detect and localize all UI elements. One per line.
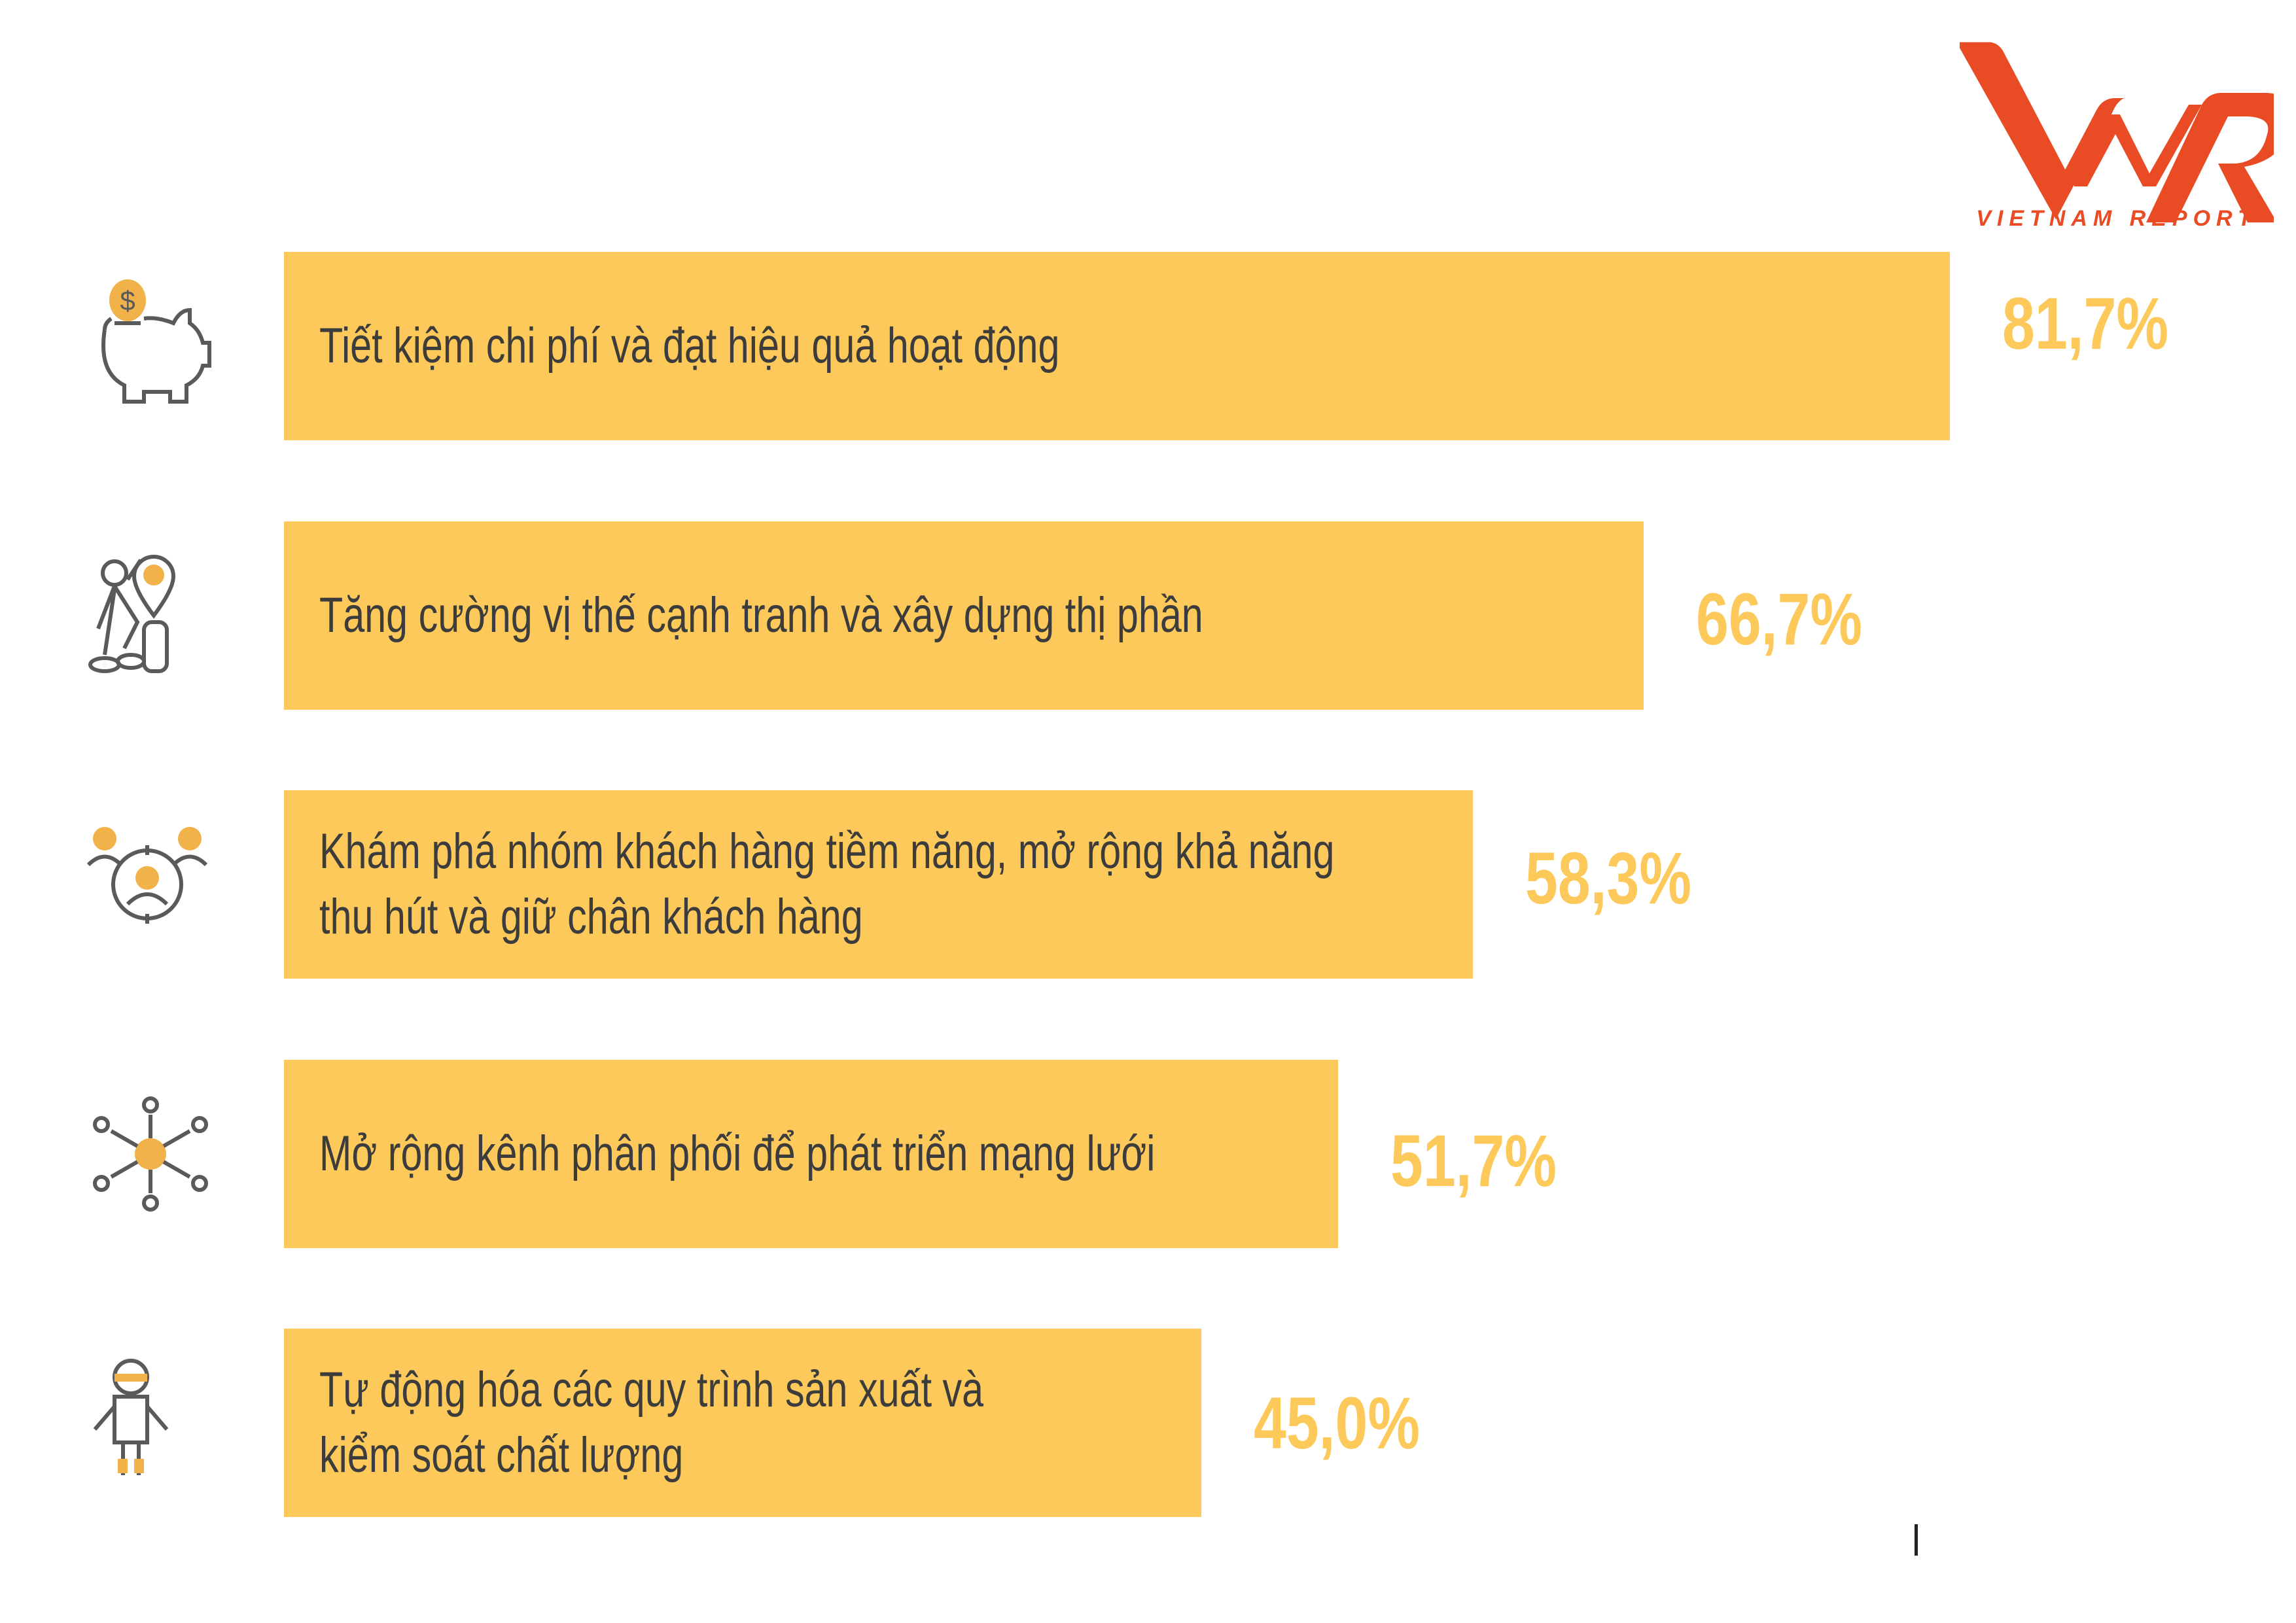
bar-label: Khám phá nhóm khách hàng tiềm năng, mở r… [319, 824, 1335, 879]
robot-automation-icon [93, 1359, 169, 1475]
vietnam-report-logo: VIETNAM REPORT [1960, 42, 2274, 229]
piggy-bank-icon: $ [101, 279, 211, 404]
bar-label: Mở rộng kênh phân phối để phát triển mạn… [319, 1125, 1156, 1181]
target-customers-icon [86, 827, 208, 924]
network-distribution-icon [93, 1096, 208, 1212]
bar-label: Tự động hóa các quy trình sản xuất và [319, 1362, 984, 1418]
bar-label: kiểm soát chất lượng [319, 1427, 684, 1483]
businessman-growth-icon [88, 554, 176, 673]
bar [284, 790, 1473, 979]
value-label: 51,7% [1390, 1119, 1557, 1202]
value-label: 58,3% [1525, 837, 1691, 919]
bar-label: Tiết kiệm chi phí và đạt hiệu quả hoạt đ… [319, 318, 1060, 374]
value-label: 81,7% [2002, 283, 2168, 364]
bar-label: thu hút và giữ chân khách hàng [319, 889, 863, 945]
bar [284, 521, 1644, 710]
bar [284, 1059, 1338, 1248]
bar-label: Tăng cường vị thế cạnh tranh và xây dựng… [319, 587, 1203, 643]
svg-text:$: $ [120, 285, 135, 316]
value-label: 45,0% [1254, 1382, 1421, 1464]
divider-line [1915, 1524, 1918, 1556]
bar [284, 252, 1950, 440]
bar [284, 1329, 1202, 1517]
logo-text: VIETNAM REPORT [1976, 206, 2257, 229]
value-label: 66,7% [1696, 578, 1863, 660]
